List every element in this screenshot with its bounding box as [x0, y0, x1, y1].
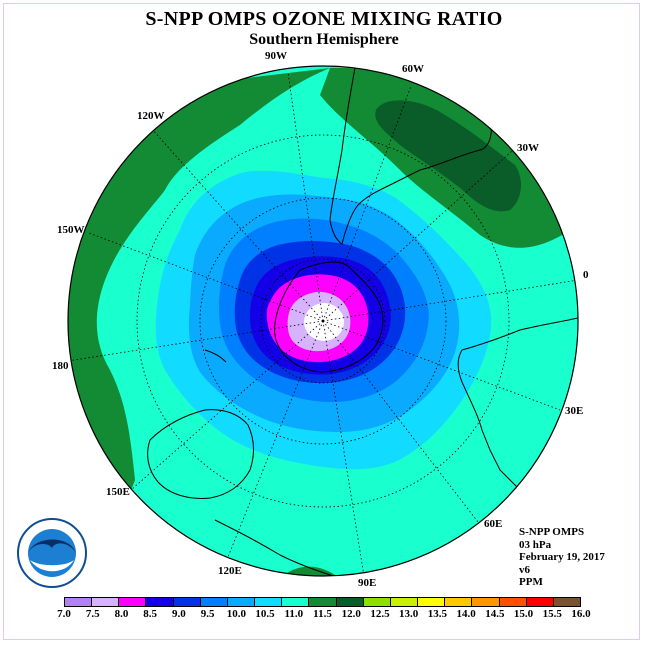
lon-label-60w: 60W [402, 63, 424, 75]
lon-label-30w: 30W [517, 142, 539, 154]
lon-label-0: 0 [583, 269, 589, 281]
lon-label-120e: 120E [218, 565, 242, 577]
colorbar-tick-label: 16.0 [571, 608, 591, 620]
colorbar-swatch [227, 598, 256, 606]
colorbar-swatch [146, 598, 174, 606]
map-title: S-NPP OMPS OZONE MIXING RATIO [145, 8, 503, 30]
colorbar-tick-label: 10.5 [255, 608, 275, 620]
colorbar-swatch [390, 598, 419, 606]
coastline-se-asia [214, 519, 341, 576]
colorbar-tick-label: 14.5 [485, 608, 505, 620]
colorbar-swatch [92, 598, 120, 606]
colorbar-tick-label: 11.0 [284, 608, 304, 620]
colorbar-tick-label: 12.0 [341, 608, 361, 620]
coastline-antarctica [274, 261, 384, 373]
colorbar-tick-label: 9.0 [172, 608, 186, 620]
colorbar-swatch [65, 598, 93, 606]
coastline-new-zealand [204, 349, 227, 363]
info-version: v6 [519, 563, 530, 576]
contour-fill-11.5-12.0-west [68, 68, 330, 520]
colorbar-tick-label: 8.0 [114, 608, 129, 620]
colorbar-swatch [553, 598, 580, 606]
colorbar-swatch [445, 598, 473, 606]
figure-frame [3, 3, 640, 640]
colorbar-swatch [363, 598, 391, 606]
noaa-logo [17, 518, 87, 588]
lon-label-150w: 150W [57, 224, 85, 236]
colorbar-tick-label: 13.0 [399, 608, 419, 620]
colorbar-tick-label: 11.5 [313, 608, 332, 620]
colorbar-tick-label: 8.5 [143, 608, 158, 620]
colorbar-swatch [255, 598, 283, 606]
colorbar-tick-label: 10.0 [226, 608, 246, 620]
colorbar-tick-label: 14.0 [456, 608, 476, 620]
colorbar-tick-label: 12.5 [370, 608, 390, 620]
info-pressure-level: 03 hPa [519, 538, 552, 551]
contour-fill-12.0-12.5 [375, 100, 522, 212]
colorbar-tick-label: 9.5 [200, 608, 215, 620]
colorbar-tick-label: 7.0 [57, 608, 71, 620]
colorbar-swatch [526, 598, 554, 606]
colorbar-swatch [499, 598, 527, 606]
lon-label-30e: 30E [565, 405, 584, 417]
info-instrument: S-NPP OMPS [519, 526, 585, 538]
colorbar-swatch [336, 598, 364, 606]
colorbar-swatch [200, 598, 228, 606]
colorbar-tick-label: 7.5 [85, 608, 100, 620]
info-units: PPM [519, 576, 543, 589]
info-date: February 19, 2017 [519, 551, 605, 564]
colorbar-tick-label: 15.5 [542, 608, 562, 620]
coastline-australia [147, 409, 254, 499]
dataset-info: S-NPP OMPS 03 hPa February 19, 2017 v6 P… [519, 526, 605, 589]
colorbar-swatch [119, 598, 147, 606]
lon-label-150e: 150E [106, 486, 130, 498]
colorbar-swatch [418, 598, 446, 606]
lon-label-90e: 90E [358, 577, 377, 589]
map-subtitle: Southern Hemisphere [249, 31, 399, 48]
colorbar [64, 597, 581, 607]
map-disc-outline [67, 65, 579, 577]
colorbar-tick-label: 13.5 [427, 608, 447, 620]
lon-label-90w: 90W [265, 50, 287, 62]
lon-label-60e: 60E [484, 518, 503, 530]
colorbar-swatch [309, 598, 337, 606]
lon-label-120w: 120W [137, 110, 165, 122]
colorbar-swatch [472, 598, 500, 606]
colorbar-tick-label: 15.0 [513, 608, 534, 620]
lon-label-180: 180 [52, 360, 69, 372]
graticule [68, 71, 578, 576]
colorbar-swatch [282, 598, 310, 606]
colorbar-swatch [173, 598, 201, 606]
